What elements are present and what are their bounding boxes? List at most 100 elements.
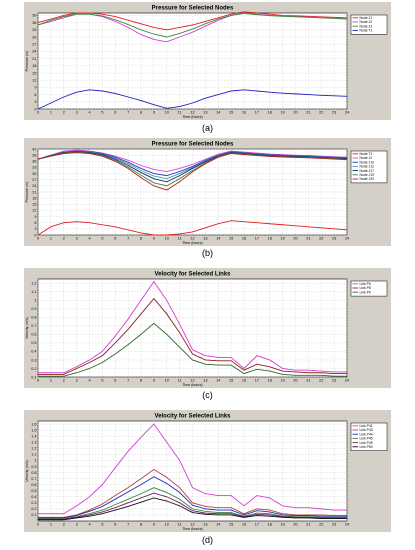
data-point — [153, 497, 155, 499]
y-tick-label: 0.7 — [31, 324, 36, 328]
data-point — [192, 31, 193, 33]
data-point — [114, 160, 116, 162]
data-point — [269, 514, 271, 516]
legend-entry: Node J19 — [360, 173, 375, 177]
y-tick-label: 1.4 — [31, 434, 36, 438]
data-point — [282, 505, 283, 507]
data-point — [127, 165, 129, 166]
x-tick-label: 20 — [293, 379, 297, 383]
panel-label-d: (d) — [202, 535, 213, 545]
legend-entry: Link P45 — [360, 437, 373, 441]
data-point — [192, 102, 193, 104]
legend-entry: Node J20 — [360, 177, 375, 181]
data-point — [89, 153, 90, 154]
x-tick-label: 7 — [127, 237, 129, 241]
data-point — [153, 39, 155, 40]
data-point — [166, 334, 168, 335]
data-point — [230, 15, 232, 16]
data-point — [320, 94, 322, 96]
legend-entry: Link P41 — [360, 424, 373, 428]
data-point — [308, 507, 309, 509]
data-point — [320, 17, 322, 19]
data-point — [282, 370, 283, 372]
data-point — [295, 374, 296, 376]
x-tick-label: 20 — [293, 523, 297, 527]
x-tick-label: 17 — [255, 237, 259, 241]
data-point — [89, 496, 90, 498]
data-point — [179, 175, 180, 176]
data-point — [269, 13, 271, 15]
data-point — [37, 513, 39, 515]
data-point — [192, 166, 193, 167]
data-point — [140, 165, 142, 166]
x-tick-label: 17 — [255, 523, 259, 527]
data-point — [217, 18, 219, 20]
legend-box — [350, 422, 388, 451]
y-tick-label: 0.1 — [31, 375, 36, 379]
x-tick-label: 19 — [281, 379, 285, 383]
data-point — [37, 375, 39, 377]
data-point — [192, 231, 193, 233]
data-point — [153, 492, 155, 494]
x-tick-label: 13 — [203, 237, 207, 241]
data-point — [114, 93, 116, 94]
data-point — [243, 513, 245, 515]
data-point — [50, 513, 52, 515]
data-point — [333, 16, 335, 18]
data-point — [127, 491, 129, 493]
x-axis-label: Time (hours) — [182, 241, 202, 245]
y-tick-label: 21 — [32, 57, 36, 61]
data-point — [37, 158, 39, 160]
x-tick-label: 6 — [114, 379, 116, 383]
data-point — [320, 372, 322, 374]
y-tick-label: 1.3 — [31, 441, 36, 445]
x-tick-label: 21 — [306, 111, 310, 115]
x-tick-label: 21 — [306, 237, 310, 241]
y-tick-label: 0.5 — [31, 341, 36, 345]
data-point — [179, 233, 180, 235]
data-point — [63, 375, 65, 377]
x-tick-label: 23 — [332, 237, 336, 241]
data-point — [282, 374, 283, 375]
data-point — [282, 513, 283, 515]
data-point — [89, 515, 90, 517]
data-point — [269, 15, 271, 16]
data-point — [217, 514, 219, 516]
data-point — [102, 16, 103, 17]
data-point — [114, 19, 116, 21]
data-point — [205, 493, 206, 495]
data-point — [205, 97, 206, 99]
legend-entry: Node J12 — [360, 165, 375, 169]
chart-title: Pressure for Selected Nodes — [152, 6, 234, 12]
x-tick-label: 5 — [101, 111, 103, 115]
data-point — [256, 368, 258, 370]
data-point — [269, 91, 271, 93]
data-point — [127, 487, 129, 489]
data-point — [205, 359, 206, 361]
x-tick-label: 4 — [88, 237, 90, 241]
x-tick-label: 12 — [190, 523, 194, 527]
data-point — [230, 495, 232, 496]
data-point — [256, 508, 258, 510]
data-point — [217, 512, 219, 513]
x-tick-label: 3 — [76, 523, 78, 527]
data-point — [243, 517, 245, 518]
data-point — [256, 515, 258, 516]
data-point — [179, 171, 180, 172]
data-point — [192, 487, 193, 489]
data-point — [333, 371, 335, 373]
chart-title: Velocity for Selected Links — [154, 272, 231, 278]
legend-entry: Node J17 — [360, 169, 375, 173]
y-tick-label: 33 — [32, 166, 36, 170]
y-tick-label: 0.3 — [31, 501, 36, 505]
data-point — [63, 96, 65, 98]
y-tick-label: 39 — [32, 153, 36, 157]
y-tick-label: 0.3 — [31, 358, 36, 362]
data-point — [269, 513, 271, 515]
data-point — [102, 154, 103, 156]
y-tick-label: 0.9 — [31, 307, 36, 311]
y-axis-label: Pressure (m) — [25, 51, 29, 72]
data-point — [63, 153, 65, 154]
